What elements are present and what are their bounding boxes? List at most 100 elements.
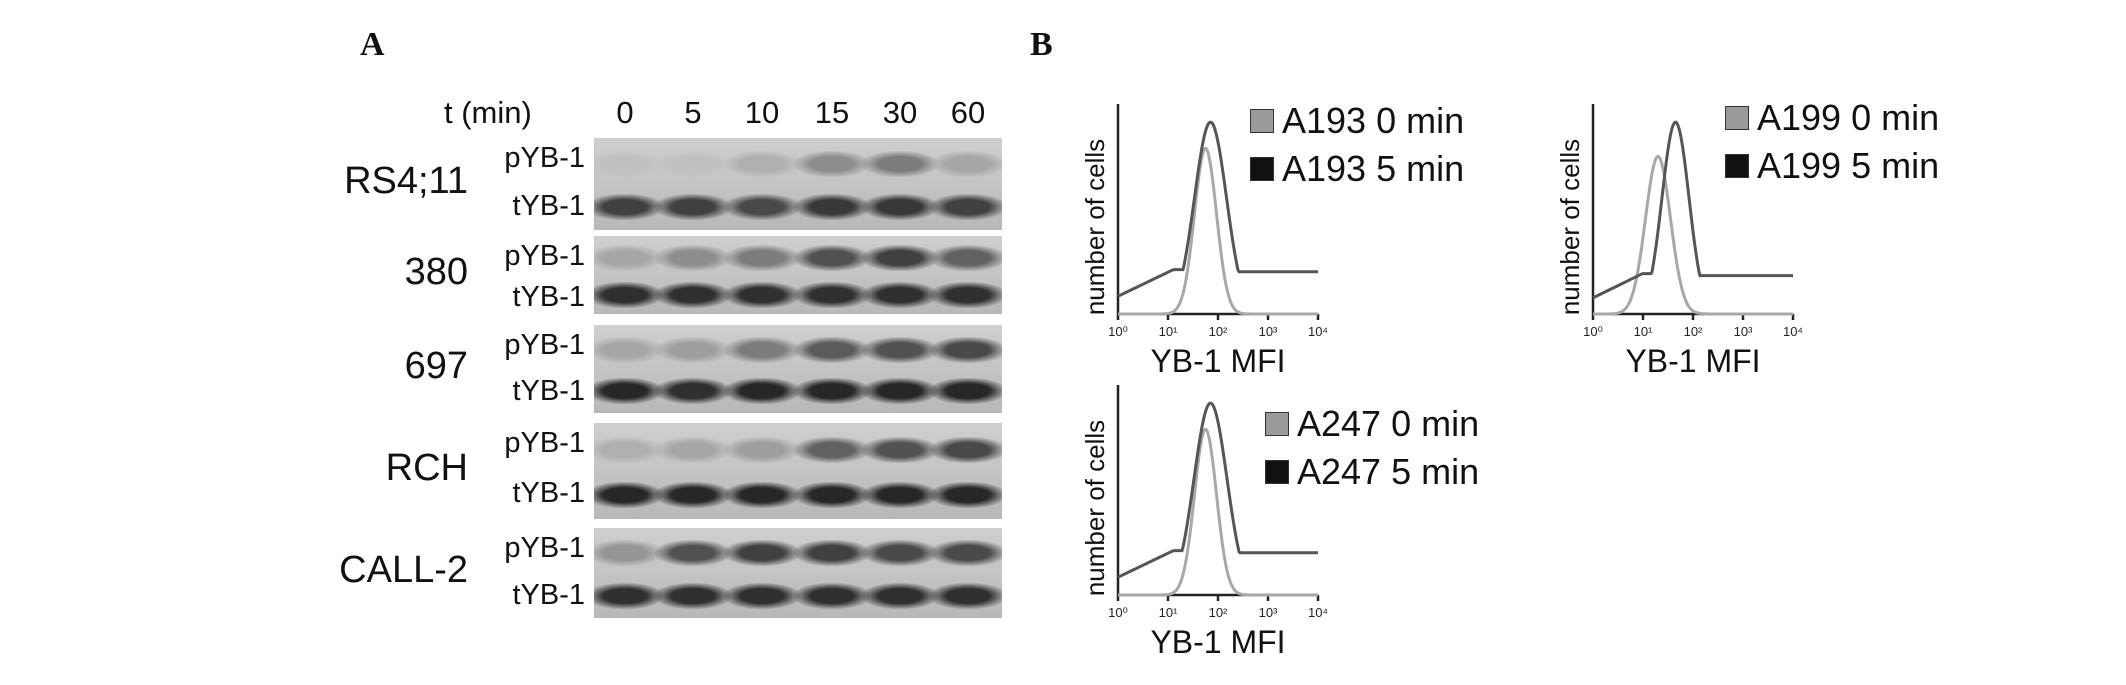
histogram-plot: 10⁰ 10¹ 10² 10³ 10⁴ YB-1 MFI number of cells (1555, 104, 1803, 379)
pyb1-band (594, 540, 663, 567)
pyb1-label: pYB-1 (504, 142, 585, 174)
tyb1-band (930, 194, 1002, 220)
pyb1-band (724, 244, 800, 271)
x-tick-label: 10² (1209, 605, 1228, 620)
x-tick-label: 10⁰ (1583, 324, 1603, 339)
x-axis-label: YB-1 MFI (1625, 343, 1760, 379)
pyb1-band (655, 540, 731, 567)
cell-line-label: 380 (404, 251, 468, 293)
tyb1-band (724, 281, 800, 308)
tyb1-band (862, 482, 938, 508)
panel-b-letter: B (1030, 26, 1053, 63)
tyb1-band (724, 378, 800, 404)
tyb1-band (655, 281, 731, 308)
pyb1-band (724, 436, 800, 463)
pyb1-band (862, 436, 938, 463)
legend-entry: A193 5 min (1250, 148, 1464, 190)
legend-label: A193 0 min (1282, 100, 1465, 141)
x-tick-label: 10¹ (1634, 324, 1653, 339)
histogram-series (1117, 401, 1318, 579)
legend-entry: A193 0 min (1250, 100, 1464, 142)
legend-entry: A247 0 min (1265, 403, 1479, 445)
pyb1-band (794, 436, 870, 463)
pyb1-band (862, 244, 938, 271)
legend-entry: A199 0 min (1725, 97, 1939, 139)
tyb1-band (594, 378, 663, 404)
x-tick-label: 10⁴ (1308, 605, 1328, 620)
pyb1-band (794, 244, 870, 271)
tyb1-band (862, 378, 938, 404)
tyb1-label: tYB-1 (512, 579, 585, 611)
tyb1-band (655, 194, 731, 220)
pyb1-band (930, 436, 1002, 463)
x-axis-label: YB-1 MFI (1150, 343, 1285, 379)
tyb1-label: tYB-1 (512, 375, 585, 407)
cell-line-label: CALL-2 (339, 549, 468, 591)
tyb1-label: tYB-1 (512, 477, 585, 509)
pyb1-band (930, 150, 1002, 177)
x-tick-label: 10² (1209, 324, 1228, 339)
histogram-series (1593, 154, 1793, 316)
tyb1-band (794, 378, 870, 404)
legend-swatch (1265, 412, 1289, 436)
blot-strip (594, 423, 1002, 519)
x-tick-label: 10³ (1259, 605, 1278, 620)
tyb1-band (655, 482, 731, 508)
tyb1-band (862, 281, 938, 308)
y-axis-label: number of cells (1080, 139, 1110, 315)
tyb1-band (930, 281, 1002, 308)
tyb1-band (655, 378, 731, 404)
tyb1-band (724, 194, 800, 220)
x-tick-label: 10² (1684, 324, 1703, 339)
histogram-plot: 10⁰ 10¹ 10² 10³ 10⁴ YB-1 MFI number of cells (1080, 104, 1328, 379)
tyb1-band (930, 482, 1002, 508)
pyb1-band (794, 540, 870, 567)
tyb1-band (930, 378, 1002, 404)
tyb1-band (724, 582, 800, 609)
pyb1-band (655, 150, 731, 177)
histogram-series (1592, 120, 1793, 300)
pyb1-band (655, 336, 731, 363)
pyb1-band (594, 244, 663, 271)
pyb1-band (930, 540, 1002, 567)
blot-strip (594, 236, 1002, 314)
tyb1-band (794, 194, 870, 220)
cell-line-label: RCH (385, 447, 468, 489)
legend-swatch (1725, 106, 1749, 130)
tyb1-band (724, 482, 800, 508)
pyb1-band (724, 150, 800, 177)
timepoint-label: 60 (950, 95, 986, 130)
timepoint-label: 15 (814, 95, 850, 130)
histogram-series (1118, 147, 1318, 316)
legend-label: A247 5 min (1297, 451, 1480, 492)
legend-label: A199 5 min (1757, 145, 1940, 186)
pyb1-band (794, 336, 870, 363)
x-tick-label: 10⁰ (1108, 324, 1128, 339)
time-axis-label: t (min) (444, 95, 532, 130)
blot-strip (594, 325, 1002, 413)
x-tick-label: 10⁴ (1783, 324, 1803, 339)
x-tick-label: 10¹ (1159, 324, 1178, 339)
legend-swatch (1250, 157, 1274, 181)
tyb1-label: tYB-1 (512, 190, 585, 222)
blot-strip (594, 138, 1002, 230)
pyb1-label: pYB-1 (504, 329, 585, 361)
legend-swatch (1265, 460, 1289, 484)
x-tick-label: 10⁰ (1108, 605, 1128, 620)
legend-label: A193 5 min (1282, 148, 1465, 189)
panel-a-letter: A (360, 26, 385, 63)
x-tick-label: 10⁴ (1308, 324, 1328, 339)
pyb1-label: pYB-1 (504, 532, 585, 564)
y-axis-label: number of cells (1080, 420, 1110, 596)
pyb1-band (862, 150, 938, 177)
pyb1-band (655, 436, 731, 463)
timepoint-label: 0 (616, 95, 634, 130)
tyb1-band (794, 582, 870, 609)
legend-entry: A247 5 min (1265, 451, 1479, 493)
x-tick-label: 10³ (1259, 324, 1278, 339)
x-tick-label: 10³ (1734, 324, 1753, 339)
pyb1-band (862, 540, 938, 567)
pyb1-band (862, 336, 938, 363)
pyb1-band (930, 336, 1002, 363)
tyb1-band (594, 194, 663, 220)
